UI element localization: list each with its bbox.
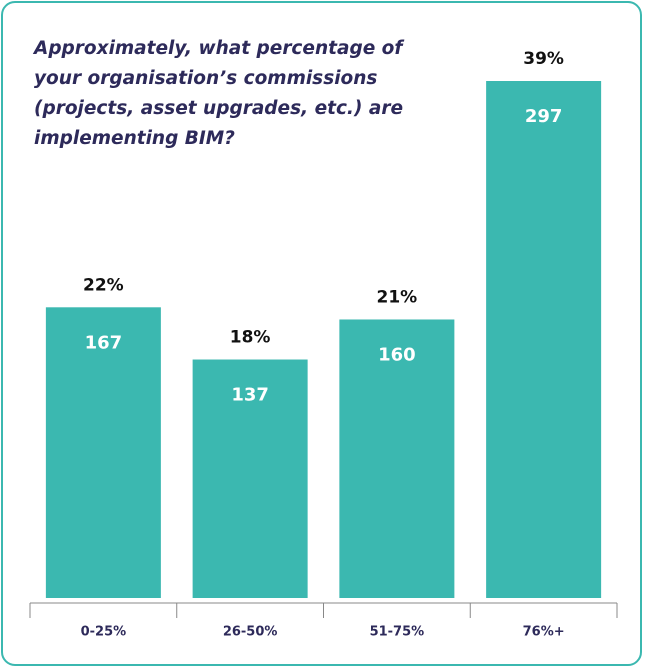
x-tick-label: 51-75% [370, 625, 425, 640]
chart-title: Approximately, what percentage of your o… [34, 38, 404, 149]
x-tick-label: 0-25% [81, 625, 127, 640]
bar [192, 359, 308, 598]
bar [45, 307, 161, 598]
bar-share-label: 18% [230, 328, 271, 348]
x-tick-label: 76%+ [523, 625, 565, 640]
bar-share-label: 22% [83, 275, 124, 295]
bar-share-label: 39% [523, 49, 564, 69]
bar-count-label: 137 [231, 385, 269, 406]
bar [339, 319, 455, 598]
bar [486, 81, 602, 598]
bar-count-label: 160 [378, 344, 416, 365]
bar-share-label: 21% [377, 287, 418, 307]
bar-count-label: 167 [85, 332, 123, 353]
bar-count-label: 297 [525, 106, 563, 127]
x-tick-label: 26-50% [223, 625, 278, 640]
